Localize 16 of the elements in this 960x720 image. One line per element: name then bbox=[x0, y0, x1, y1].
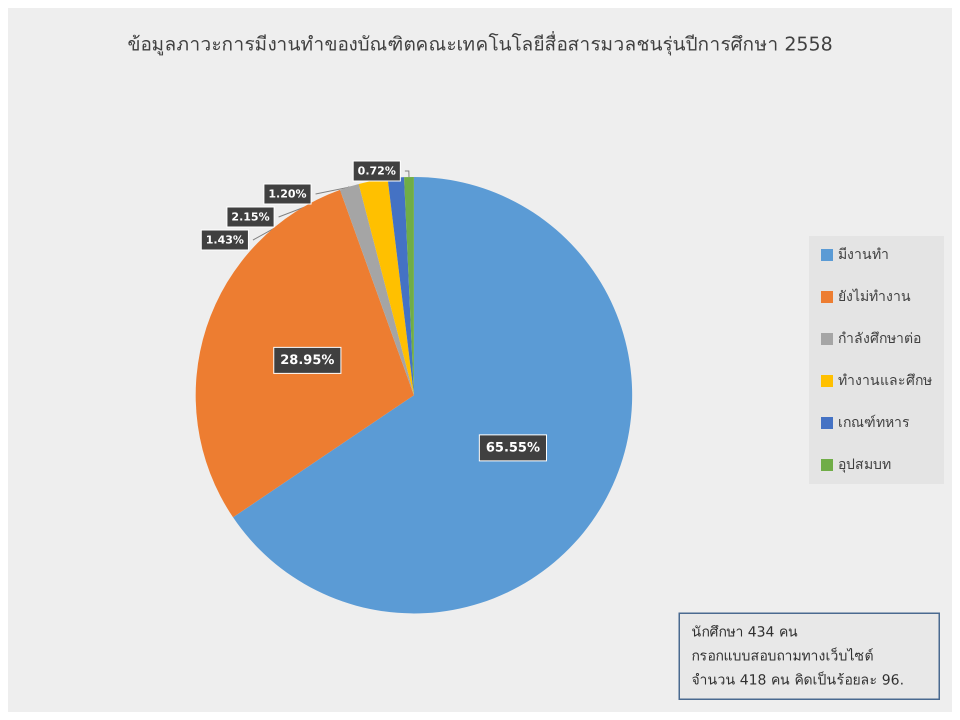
legend-label: ทำงานและศึกษ bbox=[838, 373, 932, 389]
legend-label: ยังไม่ทำงาน bbox=[838, 288, 911, 305]
text: นักศึกษา 434 คน bbox=[691, 624, 798, 640]
data-label: 1.20% bbox=[268, 188, 307, 201]
legend-label: เกณฑ์ทหาร bbox=[838, 414, 910, 431]
legend-label: กำลังศึกษาต่อ bbox=[838, 331, 921, 347]
chart-title: ข้อมูลภาวะการมีงานทำของบัณฑิตคณะเทคโนโลยีสื่อสารมวลชนรุ่นปีการศึกษา 2558 bbox=[127, 30, 833, 56]
text: จำนวน 418 คน คิดเป็นร้อยละ 96. bbox=[691, 670, 904, 688]
data-label: 2.15% bbox=[231, 210, 270, 224]
data-label: 1.43% bbox=[206, 234, 244, 247]
text: กรอกแบบสอบถามทางเว็บไซต์ bbox=[691, 646, 874, 664]
data-label: 65.55% bbox=[486, 440, 540, 456]
data-label: 0.72% bbox=[358, 164, 396, 178]
legend-label: มีงานทำ bbox=[838, 247, 889, 263]
legend-label: อุปสมบท bbox=[838, 457, 891, 473]
data-label: 28.95% bbox=[280, 352, 334, 368]
